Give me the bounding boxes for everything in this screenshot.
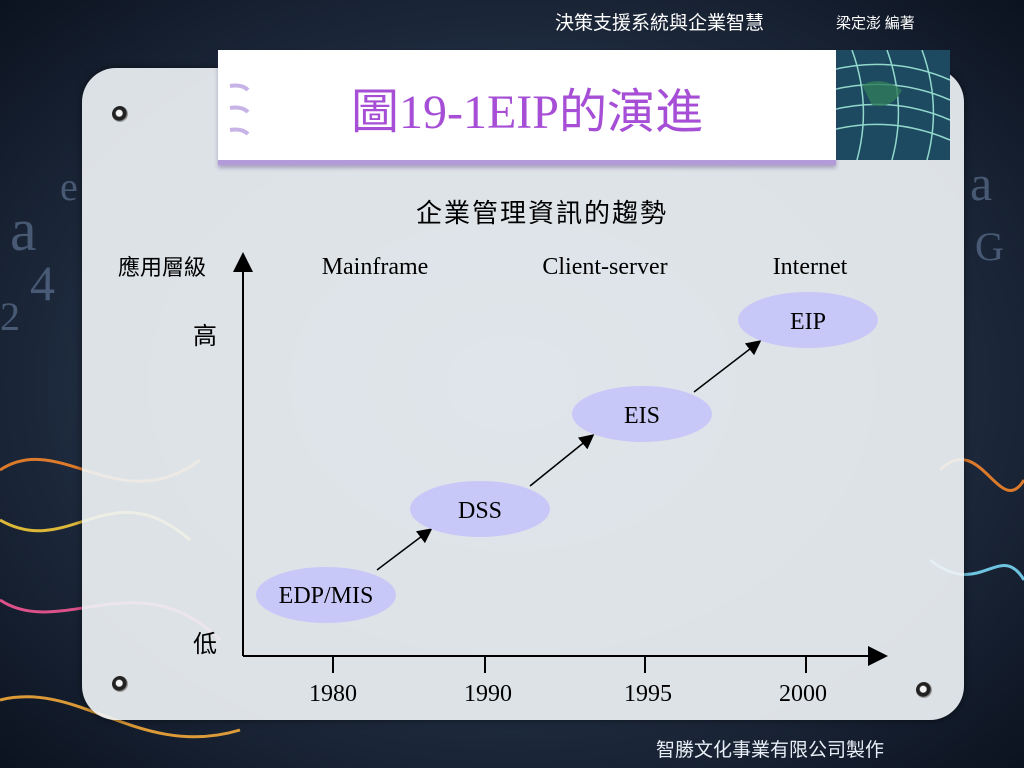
binder-rings-icon xyxy=(229,83,250,136)
title-card: 圖19-1EIP的演進 xyxy=(218,50,836,165)
grommet-bottom-right xyxy=(916,682,932,698)
node-eis: EIS xyxy=(572,386,712,442)
content-panel xyxy=(82,68,964,720)
node-eis-label: EIS xyxy=(624,403,660,429)
x-tick-label-1980: 1980 xyxy=(309,681,357,707)
grommet-bottom-left xyxy=(112,676,128,692)
svg-text:G: G xyxy=(975,224,1004,269)
arrow-eis-to-eip xyxy=(693,340,762,393)
y-axis-label: 應用層級 xyxy=(118,255,206,280)
node-dss: DSS xyxy=(410,481,550,537)
svg-text:2: 2 xyxy=(0,294,20,339)
x-tick-label-2000: 2000 xyxy=(779,681,827,707)
grommet-top-left xyxy=(112,106,128,122)
x-tick-label-1990: 1990 xyxy=(464,681,512,707)
x-tick-label-1995: 1995 xyxy=(624,681,672,707)
arrow-dss-to-eis xyxy=(529,434,595,487)
era-label-client-server: Client-server xyxy=(542,254,667,280)
node-dss-label: DSS xyxy=(458,498,502,524)
node-eip-shape xyxy=(738,292,878,348)
node-eis-shape xyxy=(572,386,712,442)
svg-text:4: 4 xyxy=(30,255,55,311)
slide-title: 圖19-1EIP的演進 xyxy=(351,86,703,139)
globe-image xyxy=(832,50,950,160)
arrow-edp-to-dss xyxy=(376,528,433,571)
svg-text:a: a xyxy=(970,155,992,211)
publisher-credit: 智勝文化事業有限公司製作 xyxy=(656,740,885,761)
author-credit: 梁定澎 編著 xyxy=(836,16,915,32)
node-edp-mis: EDP/MIS xyxy=(256,567,396,623)
svg-text:a: a xyxy=(10,197,37,263)
header-strip: 決策支援系統與企業智慧 梁定澎 編著 xyxy=(0,0,1024,40)
svg-text:e: e xyxy=(60,164,78,209)
node-eip-label: EIP xyxy=(790,309,826,335)
node-edp-mis-label: EDP/MIS xyxy=(279,583,374,609)
node-dss-shape xyxy=(410,481,550,537)
node-edp-mis-shape xyxy=(256,567,396,623)
y-axis-high-label: 高 xyxy=(193,323,217,350)
diagram-subtitle: 企業管理資訊的趨勢 xyxy=(416,199,668,228)
y-axis-low-label: 低 xyxy=(193,631,217,658)
node-eip: EIP xyxy=(738,292,878,348)
era-label-mainframe: Mainframe xyxy=(322,254,429,280)
course-title: 決策支援系統與企業智慧 xyxy=(555,13,765,34)
era-label-internet: Internet xyxy=(773,254,848,280)
